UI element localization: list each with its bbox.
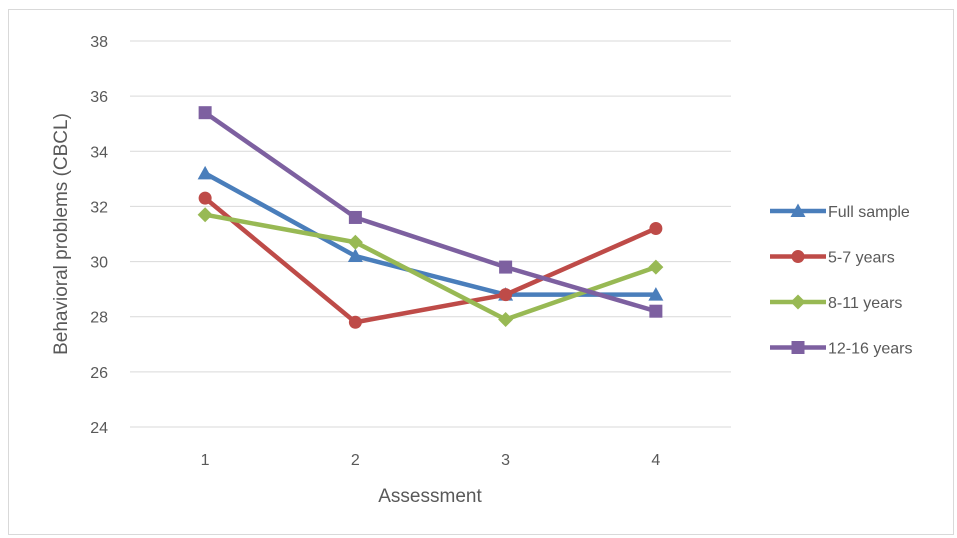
x-axis-ticks: 1 2 3 4: [201, 452, 661, 469]
y-axis-ticks: 24 26 28 30 32 34 36 38: [90, 34, 108, 437]
data-point: [198, 191, 212, 205]
series-3: [197, 207, 664, 327]
data-point: [347, 234, 363, 250]
data-point: [648, 287, 664, 301]
data-point: [498, 311, 514, 327]
data-point: [347, 248, 363, 263]
data-point: [197, 165, 213, 180]
x-tick-label: 1: [201, 452, 210, 469]
y-tick-label: 26: [90, 365, 108, 382]
legend-marker: [790, 203, 806, 217]
data-point: [648, 259, 664, 275]
chart-area: [8, 9, 954, 535]
y-tick-label: 34: [90, 144, 108, 161]
legend-item: Full sample: [770, 203, 910, 221]
legend-marker: [791, 250, 805, 263]
y-tick-label: 30: [90, 255, 108, 272]
legend-label: 8-11 years: [828, 295, 902, 312]
y-tick-label: 32: [90, 199, 108, 216]
x-axis-title: Assessment: [378, 486, 482, 507]
x-tick-label: 2: [351, 452, 360, 469]
y-tick-label: 38: [90, 34, 108, 51]
data-point: [197, 207, 213, 223]
legend-item: 5-7 years: [770, 250, 895, 267]
legend-label: 5-7 years: [828, 250, 895, 267]
series-lines: [197, 106, 664, 329]
y-tick-label: 24: [90, 420, 108, 437]
series-4: [198, 106, 663, 318]
data-point: [348, 210, 362, 224]
series-line: [202, 110, 659, 314]
legend-marker: [790, 294, 806, 310]
legend-label: Full sample: [828, 204, 910, 221]
data-point: [499, 288, 513, 302]
data-point: [499, 260, 513, 274]
legend-item: 8-11 years: [770, 294, 902, 312]
data-point: [198, 106, 212, 120]
data-point: [649, 304, 663, 318]
legend-marker: [791, 341, 805, 354]
y-tick-label: 28: [90, 310, 108, 327]
legend-label: 12-16 years: [828, 341, 913, 358]
y-axis-title: Behavioral problems (CBCL): [51, 113, 72, 355]
series-line: [202, 212, 659, 322]
y-tick-label: 36: [90, 89, 108, 106]
x-tick-label: 3: [501, 452, 510, 469]
series-2: [198, 191, 663, 329]
series-line: [202, 195, 659, 325]
series-line: [202, 171, 659, 297]
legend-item: 12-16 years: [770, 341, 913, 358]
gridlines: [130, 40, 731, 428]
data-point: [649, 221, 663, 235]
legend: Full sample 5-7 years 8-11 years 12-16 year…: [770, 203, 913, 358]
data-point: [348, 315, 362, 329]
x-tick-label: 4: [651, 452, 660, 469]
